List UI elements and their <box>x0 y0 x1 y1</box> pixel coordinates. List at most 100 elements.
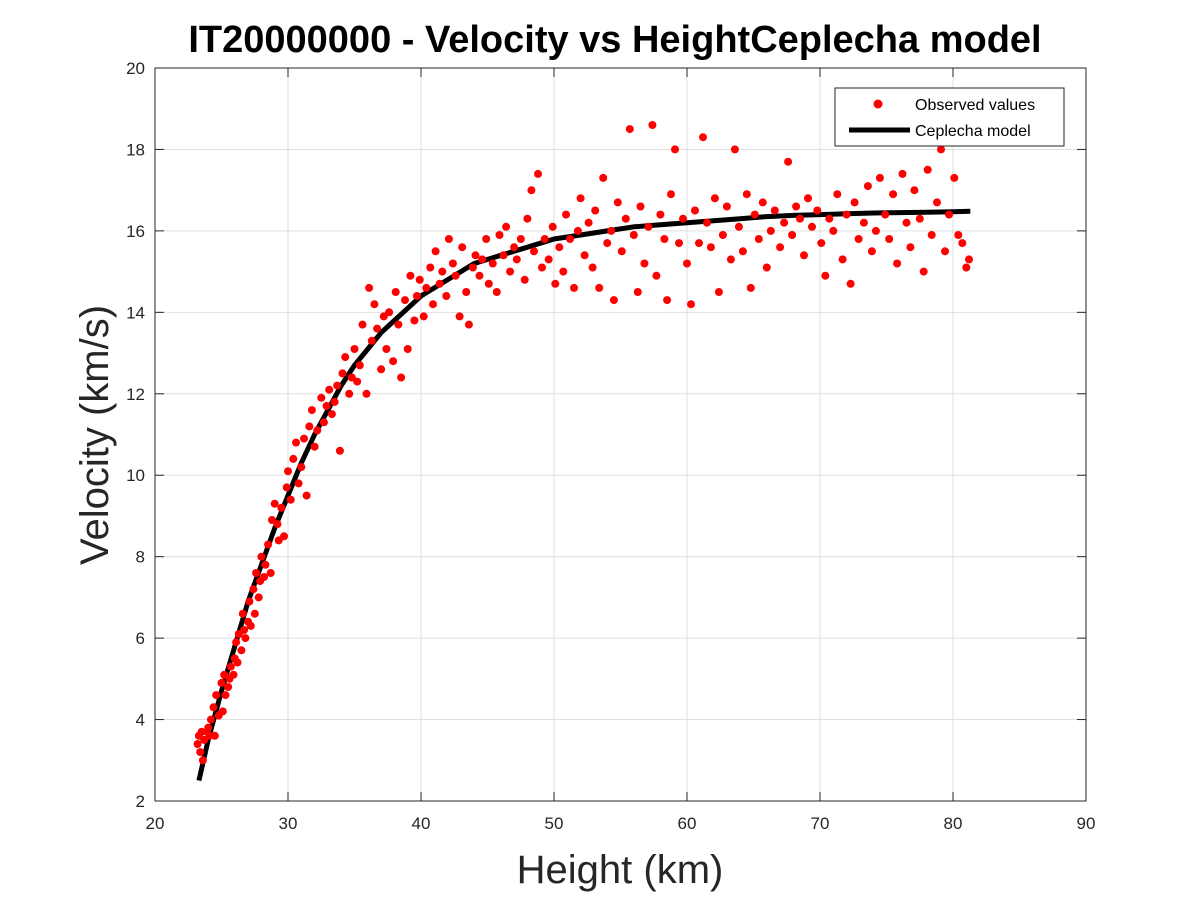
observed-point-151 <box>607 226 616 235</box>
observed-point-7 <box>204 723 213 732</box>
observed-point-34 <box>250 609 259 618</box>
model-line-layer <box>196 208 971 782</box>
observed-point-213 <box>854 235 863 243</box>
legend: Observed values Ceplecha model <box>834 87 1065 147</box>
observed-point-62 <box>317 393 326 402</box>
plot-area <box>155 68 1086 801</box>
observed-point-129 <box>527 186 536 195</box>
observed-point-64 <box>322 402 331 410</box>
observed-point-126 <box>516 235 525 243</box>
observed-point-58 <box>305 422 314 431</box>
y-tick-label-3: 8 <box>136 548 145 567</box>
observed-point-18 <box>224 683 233 691</box>
observed-point-171 <box>683 259 691 268</box>
observed-point-167 <box>667 190 675 199</box>
observed-point-70 <box>338 369 347 378</box>
observed-point-176 <box>703 218 711 227</box>
observed-point-125 <box>512 255 521 264</box>
observed-point-87 <box>389 357 398 366</box>
observed-point-145 <box>584 218 593 227</box>
observed-point-203 <box>813 206 822 215</box>
observed-point-15 <box>218 707 227 716</box>
observed-point-40 <box>261 560 270 569</box>
observed-point-173 <box>691 206 699 215</box>
observed-point-157 <box>629 231 638 239</box>
observed-point-71 <box>341 353 350 362</box>
observed-point-189 <box>754 235 763 243</box>
observed-point-77 <box>358 320 367 329</box>
observed-point-93 <box>406 271 415 280</box>
observed-point-210 <box>842 210 851 219</box>
observed-point-148 <box>595 283 604 292</box>
axes-box <box>154 67 1087 802</box>
tick-labels: 20 30 40 50 60 70 80 90 2 4 6 8 10 12 14 16 18 20 <box>126 59 1095 833</box>
observed-point-185 <box>738 247 747 256</box>
observed-point-186 <box>742 190 751 199</box>
observed-point-136 <box>551 279 560 288</box>
observed-point-130 <box>530 247 538 256</box>
x-tick-label-7: 90 <box>1077 814 1096 833</box>
observed-point-20 <box>226 662 235 671</box>
observed-point-57 <box>302 491 311 500</box>
observed-point-174 <box>695 239 703 248</box>
observed-point-44 <box>270 499 279 508</box>
observed-point-150 <box>603 239 612 248</box>
observed-point-96 <box>415 275 424 284</box>
observed-point-47 <box>277 503 286 512</box>
observed-point-121 <box>499 251 508 260</box>
legend-label-model: Ceplecha model <box>915 123 1031 140</box>
y-tick-label-2: 6 <box>136 629 145 648</box>
observed-point-144 <box>580 251 589 260</box>
observed-point-135 <box>548 222 557 231</box>
observed-point-139 <box>562 210 570 219</box>
x-tick-label-1: 30 <box>279 814 298 833</box>
observed-point-205 <box>821 271 830 280</box>
observed-point-106 <box>448 259 457 268</box>
observed-point-67 <box>330 397 339 406</box>
observed-point-38 <box>257 552 266 561</box>
observed-point-101 <box>431 247 440 256</box>
observed-point-110 <box>462 288 471 296</box>
observed-point-45 <box>273 520 282 529</box>
observed-point-124 <box>510 243 519 252</box>
observed-point-166 <box>663 296 672 305</box>
observed-point-168 <box>671 145 679 154</box>
observed-point-66 <box>327 410 336 419</box>
observed-point-95 <box>413 292 421 300</box>
observed-point-182 <box>726 255 735 264</box>
observed-point-74 <box>350 345 359 353</box>
observed-point-32 <box>246 621 255 630</box>
observed-point-183 <box>730 145 739 154</box>
observed-point-82 <box>373 324 382 333</box>
observed-point-79 <box>365 283 374 292</box>
observed-point-226 <box>910 186 919 195</box>
observed-point-218 <box>875 173 884 182</box>
observed-point-123 <box>506 267 515 276</box>
observed-point-127 <box>520 275 529 284</box>
x-tick-label-0: 20 <box>146 814 165 833</box>
observed-point-133 <box>540 235 549 243</box>
observed-point-122 <box>502 222 511 231</box>
observed-point-26 <box>237 646 246 655</box>
observed-point-211 <box>846 279 855 288</box>
observed-point-207 <box>829 226 838 235</box>
observed-point-232 <box>937 145 945 154</box>
observed-point-141 <box>570 283 578 292</box>
observed-point-50 <box>284 467 292 476</box>
observed-point-51 <box>286 495 295 504</box>
observed-point-53 <box>292 438 300 447</box>
observed-point-180 <box>718 231 727 239</box>
legend-box <box>834 87 1065 147</box>
observed-point-216 <box>867 247 876 256</box>
observed-point-147 <box>591 206 600 215</box>
x-axis-label: Height (km) <box>517 848 724 892</box>
observed-point-196 <box>784 157 793 166</box>
observed-point-235 <box>950 173 959 182</box>
observed-point-149 <box>599 173 608 182</box>
observed-point-41 <box>264 540 273 549</box>
observed-point-9 <box>206 715 215 724</box>
legend-label-observed: Observed values <box>915 97 1035 114</box>
observed-point-146 <box>588 263 597 272</box>
observed-point-177 <box>706 243 715 252</box>
observed-point-98 <box>422 283 431 292</box>
